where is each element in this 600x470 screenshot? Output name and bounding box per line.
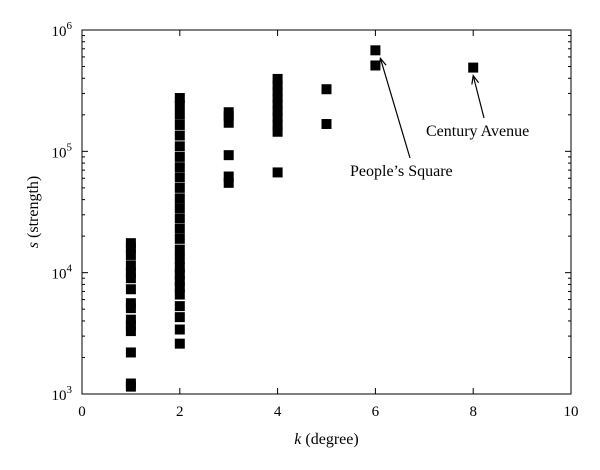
annotations: People’s Square Century Avenue [350,56,529,180]
y-axis-label: s (strength) [25,176,42,248]
data-point [223,150,234,161]
x-axis: 0 2 4 6 8 10 [78,30,579,420]
data-point [272,112,283,123]
data-point [174,130,185,141]
data-point [174,203,185,214]
data-point [223,171,234,182]
x-tick-label: 4 [274,404,282,420]
data-point [272,93,283,104]
data-point [125,314,136,325]
x-axis-label-var: k [294,431,302,448]
y-tick-label: 103 [52,384,73,404]
data-point [174,289,185,300]
data-point [174,151,185,162]
data-point [125,238,136,249]
data-point [223,117,234,128]
x-tick-label: 2 [176,404,184,420]
data-point [272,119,283,130]
data-point [125,284,136,295]
data-point [125,320,136,331]
data-point [174,93,185,104]
annotation-label: People’s Square [350,163,453,180]
data-point [174,338,185,349]
y-tick-label-base: 10 [52,267,67,283]
data-point [272,105,283,116]
y-tick-label-exponent: 3 [67,384,73,396]
x-axis-label-text: (degree) [301,431,358,448]
data-point [125,267,136,278]
data-point [174,269,185,280]
data-point [125,347,136,358]
y-tick-label: 104 [52,263,73,283]
data-point [174,162,185,173]
data-point [174,213,185,224]
x-tick-label: 0 [78,404,86,420]
data-point [174,193,185,204]
data-point [223,177,234,188]
y-tick-label-base: 10 [52,145,67,161]
data-point [125,249,136,260]
data-point [272,80,283,91]
data-point [321,84,332,95]
data-point [223,107,234,118]
data-point [174,275,185,286]
data-point [125,378,136,389]
data-point [272,86,283,97]
y-tick-label-exponent: 6 [67,20,73,32]
data-point [125,260,136,271]
data-point [468,62,479,73]
annotation-arrowhead [471,74,480,85]
data-point [174,182,185,193]
data-point [174,172,185,183]
data-point [125,298,136,309]
x-tick-label: 8 [469,404,477,420]
data-point [174,262,185,273]
data-point [174,141,185,152]
data-points [125,45,479,392]
x-tick-label: 10 [564,404,579,420]
y-axis-label-text: (strength) [25,176,42,242]
data-point [174,324,185,335]
data-point [174,244,185,255]
data-point [125,326,136,337]
y-tick-label: 105 [52,141,73,161]
x-tick-label: 6 [372,404,380,420]
data-point [174,119,185,130]
data-point [174,301,185,312]
annotation-label: Century Avenue [426,123,529,140]
y-axis-label-var: s [25,242,42,248]
y-tick-label-base: 10 [52,388,67,404]
data-point [174,100,185,111]
y-tick-label: 106 [52,20,73,40]
data-point [174,282,185,293]
data-point [272,126,283,137]
data-point [272,167,283,178]
data-point [174,109,185,120]
data-point [272,99,283,110]
annotation-arrow-line [379,58,411,159]
data-point [174,312,185,323]
y-tick-label-base: 10 [52,24,67,40]
annotation-arrowhead [378,56,387,68]
x-axis-label: k (degree) [294,431,358,448]
data-point [174,233,185,244]
data-point [174,223,185,234]
data-point [370,45,381,56]
data-point [174,253,185,264]
data-point [272,73,283,84]
data-point [125,273,136,284]
y-tick-label-exponent: 4 [67,263,73,275]
data-point [321,118,332,129]
plot-frame [81,29,572,395]
data-point [370,60,381,71]
y-tick-label-exponent: 5 [67,141,73,153]
annotation-arrow-line [472,75,485,119]
